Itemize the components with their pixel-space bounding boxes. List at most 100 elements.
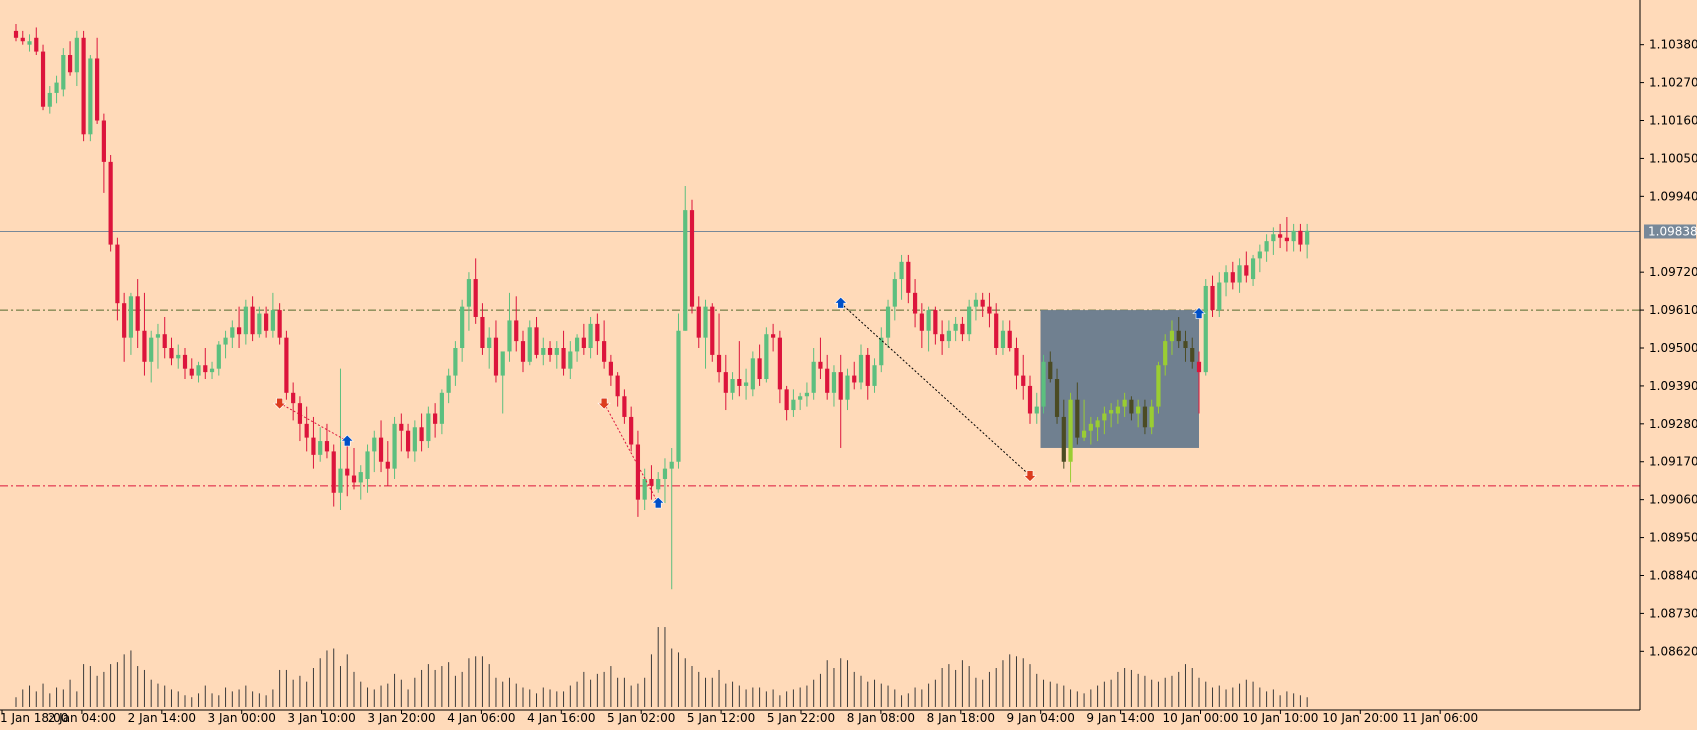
candle: [318, 427, 323, 462]
price-tick-label: 1.09280: [1649, 417, 1697, 431]
candle-body: [392, 423, 397, 469]
candle: [1291, 223, 1296, 252]
candle-body: [358, 472, 363, 483]
candle-body: [581, 337, 586, 348]
candle-body: [723, 372, 728, 393]
candle: [987, 292, 992, 328]
candle: [250, 296, 255, 342]
candle-body: [480, 316, 485, 348]
candle: [1061, 399, 1066, 469]
candle: [500, 351, 505, 414]
candle-body: [987, 306, 992, 314]
candle: [1278, 223, 1283, 249]
candle-body: [291, 392, 296, 404]
candle: [642, 468, 647, 510]
candle: [209, 361, 215, 380]
candle-body: [635, 444, 641, 500]
candle: [1115, 399, 1120, 424]
candle: [101, 113, 106, 193]
time-tick-label: 4 Jan 06:00: [447, 711, 515, 725]
candle: [595, 313, 600, 355]
candle-body: [223, 337, 228, 345]
candle: [892, 272, 897, 321]
candle-body: [1169, 330, 1175, 342]
candle-body: [439, 392, 444, 424]
candle-body: [1109, 410, 1114, 414]
candle: [203, 348, 208, 380]
candle: [392, 416, 397, 479]
candle-body: [40, 51, 46, 107]
candle-body: [1054, 379, 1060, 417]
candle: [1223, 265, 1229, 297]
candle-body: [541, 348, 546, 355]
candle-body: [311, 437, 316, 455]
candle-body: [88, 58, 93, 135]
candle: [304, 406, 309, 452]
candle: [1305, 223, 1310, 259]
candle: [615, 372, 620, 407]
candle-body: [1291, 230, 1296, 242]
candle-body: [811, 361, 816, 393]
candle: [372, 430, 377, 473]
candle: [1203, 279, 1208, 376]
candle: [473, 258, 478, 324]
candle-body: [284, 337, 289, 393]
candle-body: [1068, 399, 1073, 462]
candle: [1142, 399, 1148, 435]
candle-body: [1223, 272, 1229, 283]
time-tick-label: 3 Jan 20:00: [367, 711, 435, 725]
candle-body: [649, 478, 654, 486]
price-tick-label: 1.09170: [1649, 455, 1697, 469]
candle: [1007, 320, 1012, 352]
current-price-badge: [1644, 224, 1696, 239]
candle-body: [1217, 282, 1222, 311]
candle-body: [20, 37, 25, 42]
price-tick-label: 1.09720: [1649, 265, 1697, 279]
candle: [426, 406, 431, 448]
candle-body: [730, 379, 735, 393]
down-arrow-icon: [272, 397, 287, 410]
candle: [324, 423, 330, 459]
candle-body: [656, 478, 661, 490]
candle: [27, 34, 32, 52]
candle-body: [264, 313, 269, 331]
candle-body: [561, 348, 566, 369]
candle: [1136, 399, 1141, 428]
candle: [243, 299, 248, 345]
candle-body: [250, 306, 255, 335]
candle: [61, 48, 66, 97]
candle-body: [1095, 420, 1100, 428]
candle: [534, 316, 539, 359]
candle-body: [399, 423, 404, 431]
candle: [1075, 382, 1080, 445]
candle-body: [257, 313, 262, 335]
candle: [1014, 337, 1019, 390]
price-tick-label: 1.09500: [1649, 341, 1697, 355]
price-tick-label: 1.09610: [1649, 303, 1697, 317]
candle-body: [865, 354, 870, 386]
candle-body: [527, 327, 532, 362]
candle-body: [1278, 234, 1283, 238]
candle-body: [203, 365, 208, 373]
candle: [81, 30, 86, 142]
candle-body: [1250, 258, 1256, 280]
candle-body: [825, 368, 830, 393]
candle-body: [676, 330, 681, 462]
candle: [811, 348, 816, 400]
candle: [777, 330, 782, 404]
candle: [1048, 351, 1053, 383]
up-arrow-icon: [340, 434, 354, 447]
candle-body: [169, 348, 174, 359]
candle-body: [689, 210, 695, 307]
candle-body: [554, 348, 559, 355]
candle: [1196, 351, 1202, 414]
candle-body: [101, 120, 106, 162]
candle-body: [277, 310, 282, 338]
candle: [953, 316, 958, 342]
candle: [899, 254, 904, 300]
candle-body: [777, 337, 782, 390]
candle: [162, 316, 167, 359]
candle: [1250, 254, 1256, 286]
candle-body: [899, 261, 904, 280]
candle-body: [27, 41, 32, 45]
